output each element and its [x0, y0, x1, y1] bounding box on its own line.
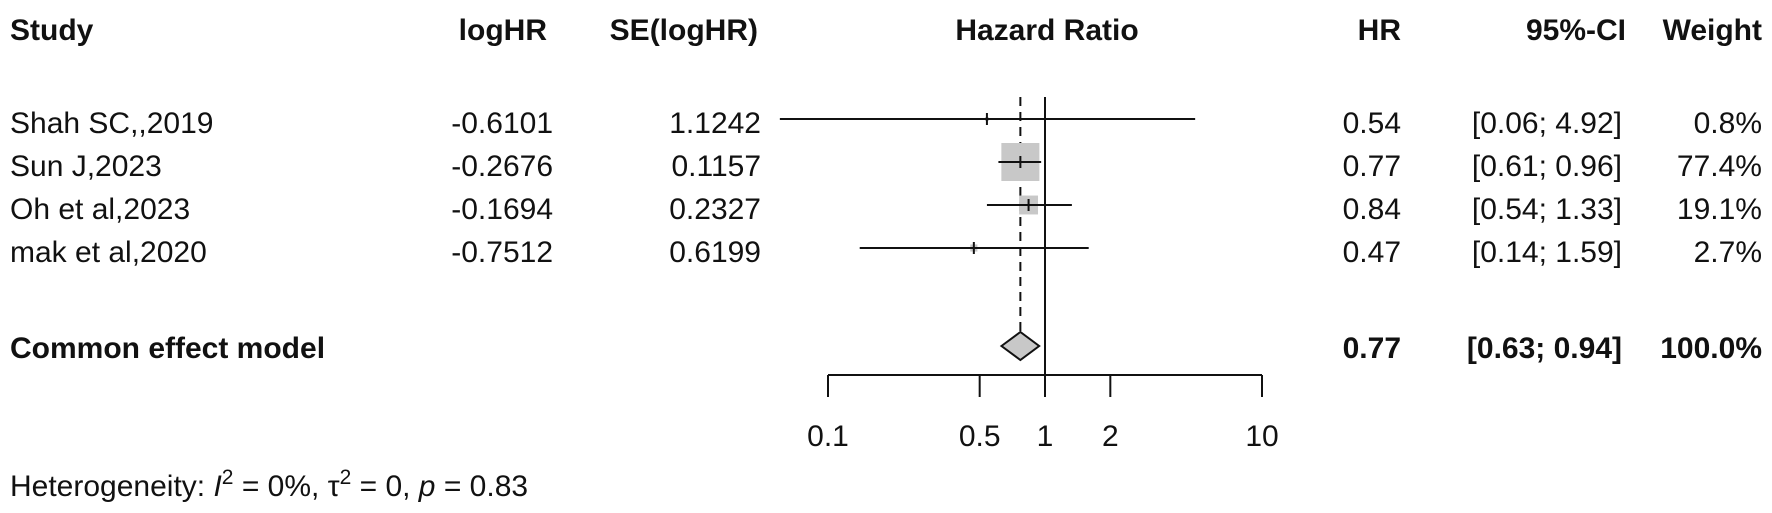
tau2-symbol: τ: [328, 470, 340, 503]
study-rows: Shah SC,,2019 -0.6101 1.1242 0.54 [0.06;…: [10, 107, 1762, 269]
study-hr: 0.47: [1343, 236, 1401, 269]
header-hazard-ratio: Hazard Ratio: [955, 14, 1138, 47]
x-axis-tick-label: 0.1: [807, 420, 849, 453]
study-loghr: -0.1694: [451, 193, 553, 226]
column-headers: Study logHR SE(logHR) Hazard Ratio HR 95…: [10, 14, 1762, 47]
study-weight: 2.7%: [1694, 236, 1762, 269]
heterogeneity-prefix: Heterogeneity:: [10, 470, 213, 503]
study-loghr: -0.7512: [451, 236, 553, 269]
study-ci: [0.06; 4.92]: [1472, 107, 1622, 140]
study-se: 0.1157: [671, 150, 761, 183]
study-weight: 19.1%: [1677, 193, 1762, 226]
study-weight: 77.4%: [1677, 150, 1762, 183]
study-name: Sun J,2023: [10, 150, 162, 183]
study-name: mak et al,2020: [10, 236, 207, 269]
pooled-diamond: [999, 330, 1041, 362]
study-ci: [0.54; 1.33]: [1472, 193, 1622, 226]
study-row: Oh et al,2023 -0.1694 0.2327 0.84 [0.54;…: [10, 193, 1762, 226]
study-name: Oh et al,2023: [10, 193, 190, 226]
header-study: Study: [10, 14, 94, 47]
p-symbol: p: [418, 470, 436, 503]
tau2-superscript: 2: [340, 466, 352, 489]
study-ci: [0.61; 0.96]: [1472, 150, 1622, 183]
i2-superscript: 2: [222, 466, 234, 489]
tau2-value: = 0,: [351, 470, 419, 503]
header-loghr: logHR: [459, 14, 548, 47]
study-se: 0.2327: [669, 193, 761, 226]
study-name: Shah SC,,2019: [10, 107, 213, 140]
plot-area: 0.1 0.5 1 2 10: [779, 97, 1279, 453]
pooled-ci: [0.63; 0.94]: [1467, 332, 1622, 365]
header-ci: 95%-CI: [1526, 14, 1626, 47]
heterogeneity-text: Heterogeneity: I2 = 0%, τ2 = 0, p = 0.83: [10, 466, 528, 503]
pooled-row: Common effect model 0.77 [0.63; 0.94] 10…: [10, 332, 1762, 365]
p-value: = 0.83: [435, 470, 528, 503]
header-weight: Weight: [1663, 14, 1762, 47]
x-axis-tick-label: 2: [1102, 420, 1119, 453]
study-loghr: -0.2676: [451, 150, 553, 183]
study-ci: [0.14; 1.59]: [1472, 236, 1622, 269]
study-weight: 0.8%: [1694, 107, 1762, 140]
study-hr: 0.54: [1343, 107, 1401, 140]
study-row: mak et al,2020 -0.7512 0.6199 0.47 [0.14…: [10, 236, 1762, 269]
x-axis-tick-label: 10: [1245, 420, 1278, 453]
study-hr: 0.77: [1343, 150, 1401, 183]
x-axis-tick-label: 0.5: [959, 420, 1001, 453]
i2-symbol: I: [213, 470, 221, 503]
study-hr: 0.84: [1343, 193, 1401, 226]
study-row: Shah SC,,2019 -0.6101 1.1242 0.54 [0.06;…: [10, 107, 1762, 140]
header-hr: HR: [1358, 14, 1402, 47]
i2-value: = 0%,: [233, 470, 327, 503]
study-se: 0.6199: [669, 236, 761, 269]
study-row: Sun J,2023 -0.2676 0.1157 0.77 [0.61; 0.…: [10, 150, 1762, 183]
pooled-name: Common effect model: [10, 332, 325, 365]
x-axis-tick-label: 1: [1037, 420, 1054, 453]
study-loghr: -0.6101: [451, 107, 553, 140]
header-se: SE(logHR): [610, 14, 758, 47]
study-se: 1.1242: [669, 107, 761, 140]
pooled-weight: 100.0%: [1660, 332, 1762, 365]
pooled-hr: 0.77: [1343, 332, 1401, 365]
